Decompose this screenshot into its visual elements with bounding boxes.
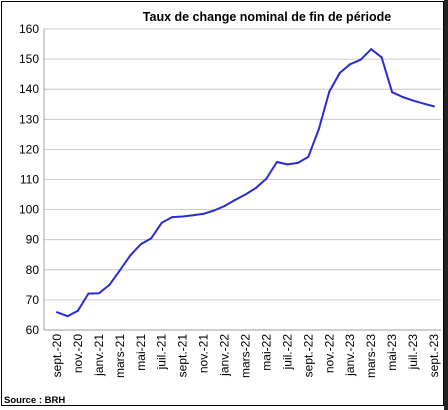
data-point: [307, 155, 310, 158]
data-point: [296, 161, 299, 164]
data-point: [118, 269, 121, 272]
x-tick-label: sept.-20: [50, 334, 64, 378]
y-tick-label: 150: [19, 52, 39, 66]
x-tick-label: nov.-21: [197, 334, 211, 373]
chart-title: Taux de change nominal de fin de période: [143, 10, 391, 24]
data-point: [108, 283, 111, 286]
x-tick-label: janv.-22: [218, 334, 232, 377]
data-point: [370, 48, 373, 51]
x-tick-label: sept.-23: [427, 334, 441, 378]
x-tick-label: janv.-21: [92, 334, 106, 377]
chart-frame: [1, 1, 444, 406]
x-tick-label: mars-21: [113, 334, 127, 378]
y-tick-label: 120: [19, 142, 39, 156]
x-tick-labels: sept.-20 nov.-20 janv.-21 mars-21 mai-21 juil…: [50, 334, 441, 378]
data-point: [234, 198, 237, 201]
y-tick-labels: 60 70 80 90 100 110 120 130 140 150 160: [19, 22, 39, 337]
x-tick-label: mai-23: [385, 334, 399, 371]
x-tick-label: juil.-23: [406, 334, 420, 371]
data-point: [328, 90, 331, 93]
x-tick-label: nov.-22: [322, 334, 336, 373]
y-tick-label: 130: [19, 112, 39, 126]
data-point: [223, 204, 226, 207]
data-point: [87, 292, 90, 295]
data-point: [202, 212, 205, 215]
series-layer: [56, 48, 435, 318]
y-tick-label: 140: [19, 82, 39, 96]
y-tick-label: 80: [26, 263, 40, 277]
x-tick-label: juil.-22: [280, 334, 294, 371]
x-tick-label: mars-23: [364, 334, 378, 378]
right-edge-bar: [444, 0, 448, 410]
data-point: [160, 221, 163, 224]
gridlines: [43, 28, 441, 331]
data-point: [286, 163, 289, 166]
data-point: [338, 71, 341, 74]
y-tick-label: 70: [26, 293, 40, 307]
x-tick-label: mai-22: [259, 334, 273, 371]
data-point: [391, 91, 394, 94]
y-tick-label: 100: [19, 203, 39, 217]
x-tick-label: nov.-20: [71, 334, 85, 373]
y-tick-label: 110: [20, 173, 39, 187]
data-point: [56, 311, 58, 314]
x-tick-label: mars-22: [239, 334, 253, 378]
x-tick-label: juil.-21: [155, 334, 169, 371]
data-point: [129, 254, 132, 257]
data-point: [422, 102, 425, 105]
x-tick-label: janv.-23: [343, 334, 357, 377]
data-point: [76, 309, 79, 312]
data-point: [150, 237, 153, 240]
x-tick-label: sept.-21: [176, 334, 190, 378]
data-point: [265, 177, 268, 180]
data-point: [275, 161, 278, 164]
data-point: [181, 215, 184, 218]
source-note: Source : BRH: [4, 395, 65, 406]
data-point: [349, 63, 352, 66]
y-tick-label: 90: [26, 233, 40, 247]
data-point: [244, 193, 247, 196]
data-point: [401, 96, 404, 99]
y-tick-label: 160: [19, 22, 39, 36]
data-point: [66, 315, 69, 318]
data-point: [433, 105, 435, 108]
y-tick-label: 60: [26, 323, 40, 337]
data-point: [359, 58, 362, 61]
data-point: [380, 56, 383, 59]
x-tick-label: sept.-22: [301, 334, 315, 378]
data-point: [254, 186, 257, 189]
data-point: [412, 99, 415, 102]
data-point: [171, 216, 174, 219]
data-point: [317, 128, 320, 131]
data-point: [97, 292, 100, 295]
data-point: [139, 243, 142, 246]
data-point: [213, 209, 216, 212]
data-point: [192, 214, 195, 217]
x-tick-label: mai-21: [134, 334, 148, 371]
